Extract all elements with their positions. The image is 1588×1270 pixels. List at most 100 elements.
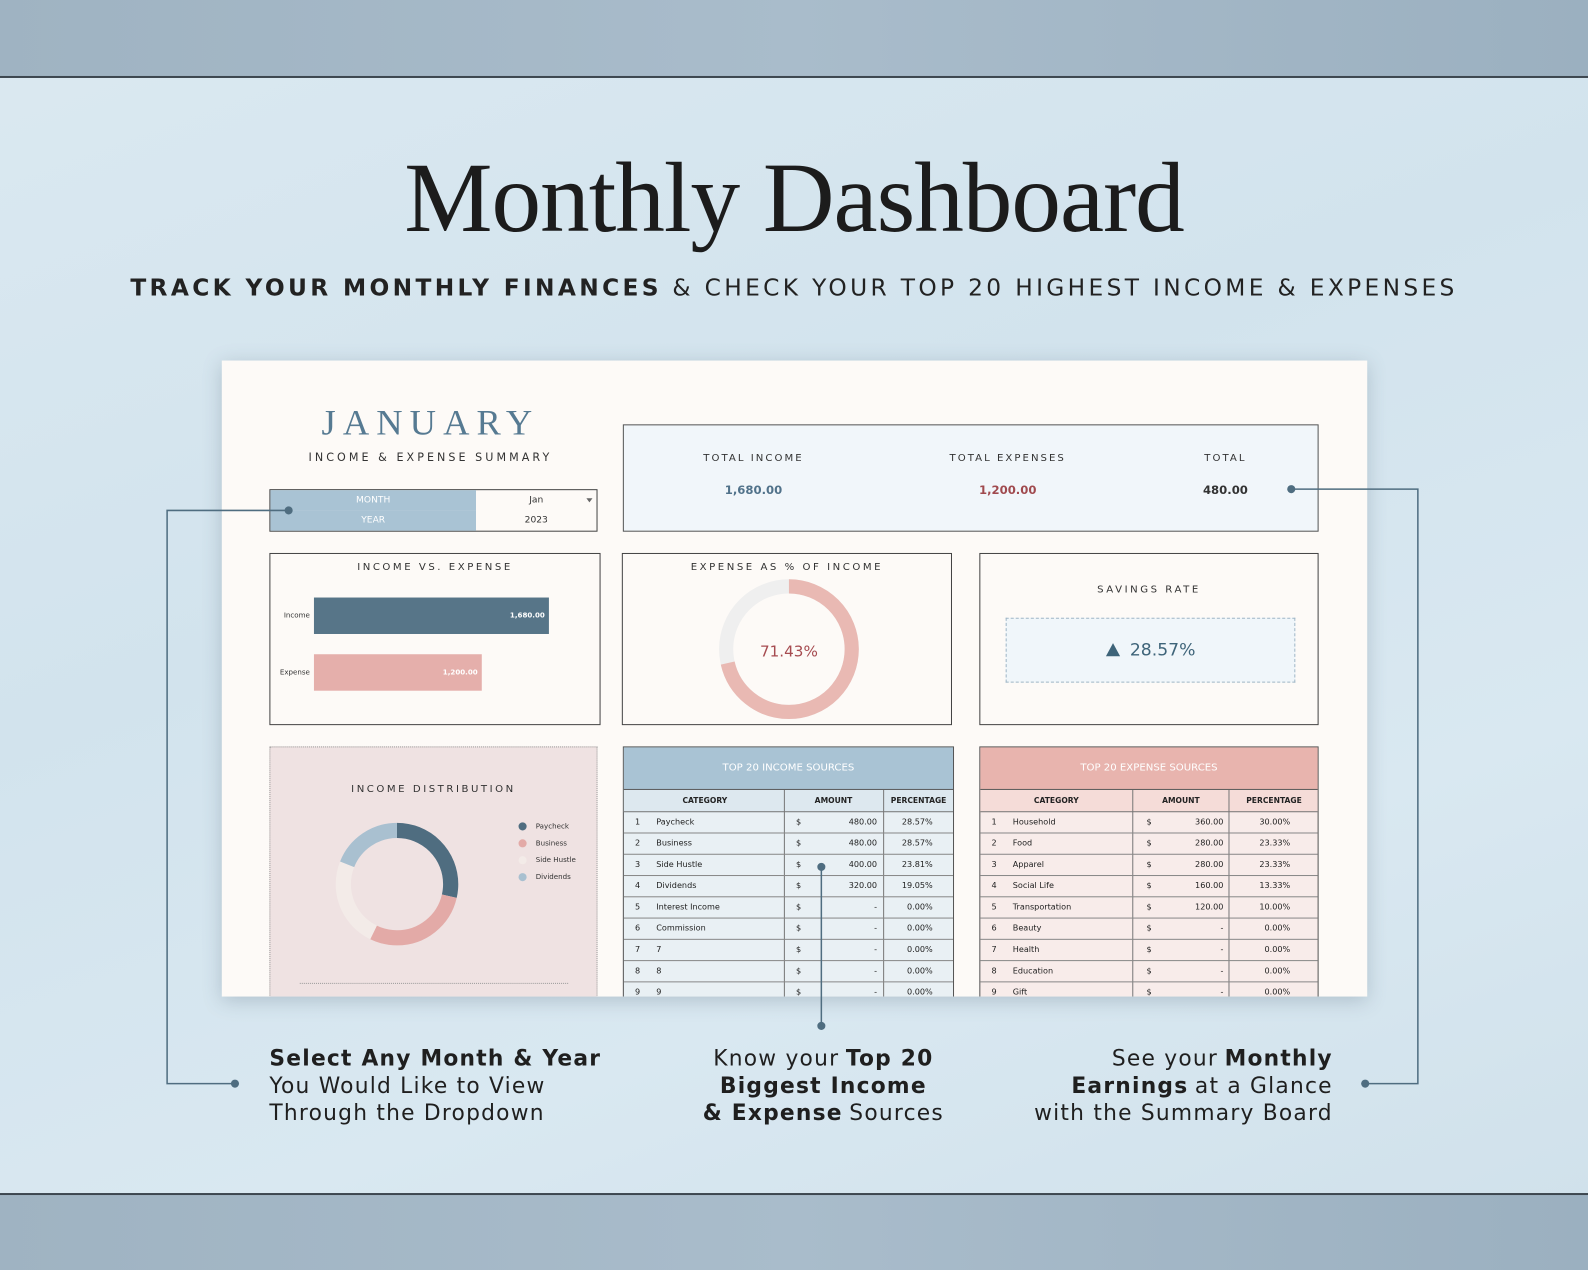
legend-label: Dividends: [536, 872, 571, 881]
table-cell: $: [1146, 966, 1152, 976]
table-cell: Beauty: [1012, 923, 1042, 933]
table-cell: 0.00%: [907, 966, 933, 976]
connector-dot: [284, 506, 293, 515]
legend-swatch: [518, 873, 527, 882]
table-row: 5 Transportation $120.00 10.00%: [980, 896, 1318, 919]
table-cell: 28.57%: [901, 817, 933, 827]
total-label: TOTAL EXPENSES: [949, 452, 1066, 464]
total-label: TOTAL INCOME: [703, 452, 804, 464]
table-cell: 0.00%: [1264, 944, 1291, 955]
table-cell: $: [796, 902, 802, 912]
legend-swatch: [518, 822, 527, 831]
table-cell: Side Hustle: [656, 859, 703, 869]
table-cell: 160.00: [1195, 881, 1224, 891]
column-header: AMOUNT: [1162, 796, 1200, 806]
month-title: JANUARY: [321, 402, 540, 443]
table-cell: $: [796, 944, 802, 955]
connector: [166, 509, 289, 1085]
legend-label: Side Hustle: [536, 855, 576, 864]
connector-dot: [817, 862, 826, 871]
table-cell: 6: [991, 923, 997, 933]
callout-line: See your Monthly: [1034, 1045, 1333, 1072]
table-row: 4 Dividends $320.00 19.05%: [623, 875, 954, 898]
text-segment: Top 20: [845, 1046, 934, 1072]
donut-slice: [335, 822, 459, 946]
savings-value: 28.57%: [1129, 640, 1196, 661]
table-cell: 13.33%: [1259, 881, 1291, 891]
table-row: 8 8 $ - 0.00%: [623, 960, 954, 983]
text-segment: with the Summary Board: [1034, 1100, 1333, 1127]
table-cell: 480.00: [848, 817, 878, 827]
summary-label: INCOME & EXPENSE SUMMARY: [308, 450, 553, 464]
table-cell: 320.00: [848, 881, 878, 891]
panel-title: INCOME DISTRIBUTION: [351, 783, 516, 796]
table-cell: 3: [635, 859, 641, 869]
table-cell: 280.00: [1195, 859, 1224, 869]
table-cell: 23.81%: [901, 859, 933, 869]
year-value[interactable]: 2023: [524, 515, 548, 526]
table-row: 3 Apparel $280.00 23.33%: [980, 854, 1318, 877]
column-line: [883, 789, 885, 997]
table-cell: 280.00: [1195, 838, 1224, 848]
callout: Know your Top 20 Biggest Income & Expense So…: [621, 1045, 1026, 1127]
table-row: 9 9 $ - 0.00%: [624, 981, 953, 996]
legend-swatch: [518, 856, 527, 865]
table-cell: $: [796, 966, 802, 976]
legend-swatch: [518, 839, 527, 848]
donut-chart: 71.43%: [719, 579, 859, 720]
page-subtitle: TRACK YOUR MONTHLY FINANCES & CHECK YOUR …: [0, 275, 1588, 301]
dropdown-arrow[interactable]: [586, 498, 593, 503]
text-segment: & Expense: [702, 1100, 843, 1127]
table-cell: 28.57%: [901, 838, 933, 848]
table-cell: $: [1146, 859, 1152, 869]
callout-line: Through the Dropdown: [269, 1100, 601, 1127]
table-row: 2 Business $480.00 28.57%: [623, 832, 954, 855]
text-segment: & CHECK YOUR TOP 20 HIGHEST INCOME & EXP…: [672, 275, 1458, 302]
text-segment: Earnings: [1071, 1073, 1189, 1099]
text-segment: Select Any Month & Year: [269, 1046, 602, 1072]
text-segment: See your: [1111, 1046, 1219, 1072]
column-header: AMOUNT: [814, 796, 853, 806]
table-row: 5 Interest Income $ - 0.00%: [623, 896, 954, 919]
income-table: TOP 20 INCOME SOURCES CATEGORY AMOUNT PERCE…: [622, 746, 955, 997]
column-header: PERCENTAGE: [890, 796, 947, 806]
table-cell: 8: [991, 966, 997, 976]
callout-line: Know your Top 20: [621, 1045, 1026, 1072]
legend-label: Business: [536, 838, 568, 847]
table-cell: 2: [635, 838, 641, 848]
table-cell: 23.33%: [1259, 838, 1291, 848]
savings-box: 28.57%: [1005, 617, 1296, 683]
table-title: TOP 20 INCOME SOURCES: [623, 747, 954, 790]
expense-pct-panel: EXPENSE AS % OF INCOME 71.43%: [621, 552, 952, 726]
table-cell: 0.00%: [907, 944, 933, 955]
table-row: 7 7 $ - 0.00%: [623, 939, 954, 962]
table-row: 4 Social Life $160.00 13.33%: [980, 875, 1318, 898]
table-row: 1 Paycheck $480.00 28.57%: [623, 811, 954, 834]
table-cell: 4: [635, 881, 641, 891]
donut-arc: [719, 579, 859, 720]
table-cell: $: [796, 859, 802, 869]
table-cell: 0.00%: [1264, 987, 1291, 997]
table-row: 3 Side Hustle $400.00 23.81%: [623, 854, 954, 877]
table-cell: $: [796, 923, 802, 933]
column-header: CATEGORY: [682, 796, 728, 806]
table-cell: 1: [991, 817, 997, 827]
callout: See your Monthly Earnings at a Glance with t…: [1034, 1045, 1333, 1127]
bar-value-label: 1,200.00: [443, 667, 478, 676]
callout-line: & Expense Sources: [621, 1100, 1026, 1127]
legend-label: Paycheck: [536, 821, 570, 830]
table-cell: 0.00%: [907, 987, 933, 997]
table-cell: Food: [1012, 838, 1033, 848]
connector-dot: [817, 1021, 826, 1030]
bar-value-label: 1,680.00: [510, 611, 545, 620]
income-vs-expense-panel: INCOME VS. EXPENSE Income 1,680.00 Expense…: [269, 552, 601, 726]
month-dropdown[interactable]: Jan: [529, 495, 544, 506]
text-segment: Monthly: [1224, 1046, 1333, 1072]
text-segment: You Would Like to View: [269, 1073, 546, 1099]
text-segment: Know your: [713, 1046, 840, 1072]
donut-slice: [335, 822, 459, 946]
column-header: PERCENTAGE: [1246, 796, 1302, 806]
table-cell: 0.00%: [1264, 966, 1291, 976]
table-cell: -: [1220, 987, 1224, 997]
